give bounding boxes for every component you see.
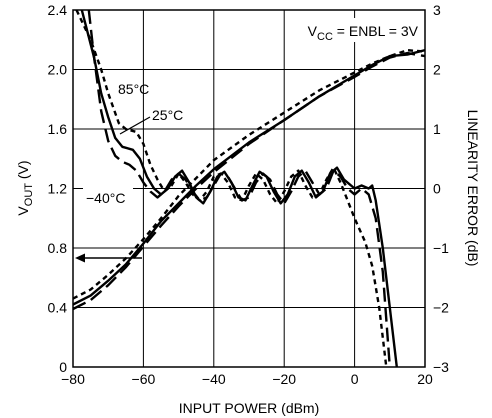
x-tick-label: 20 <box>417 371 433 387</box>
condition-text: VCC = ENBL = 3V <box>308 23 419 43</box>
y-axis-label-sub: OUT <box>23 183 35 207</box>
arrow-head-icon <box>75 253 85 263</box>
x-tick-label: −40 <box>202 371 226 387</box>
y2-tick-label: 1 <box>433 121 441 137</box>
condition-part: CC <box>317 31 333 43</box>
annotation-25c: 25°C <box>119 104 194 135</box>
condition-label: VCC = ENBL = 3V <box>290 18 420 43</box>
y-tick-label: 0.8 <box>48 240 68 256</box>
series-line-error <box>80 10 398 367</box>
annotation-25c-label: 25°C <box>152 107 183 123</box>
y-tick-label: 0 <box>59 359 67 375</box>
y-tick-label: 1.6 <box>48 121 68 137</box>
y-axis-label: VOUT (V) <box>15 160 35 215</box>
y-tick-label: 1.2 <box>48 181 68 197</box>
condition-part: = ENBL = 3V <box>333 23 419 39</box>
x-tick-label: −60 <box>132 371 156 387</box>
y2-axis-label: LINEARITY ERROR (dB) <box>465 110 481 267</box>
plot-frame <box>72 9 426 368</box>
tick-labels: −80 −60 −40 −20 0 2000.40.81.21.62.02.4−3−2−1… <box>48 2 450 387</box>
y2-tick-label: 3 <box>433 2 441 18</box>
x-axis-label: INPUT POWER (dBm) <box>179 400 320 416</box>
y-axis-label-unit: (V) <box>15 160 31 183</box>
series-group <box>73 10 425 367</box>
y2-tick-label: −1 <box>433 240 449 256</box>
y2-tick-label: 0 <box>433 181 441 197</box>
x-tick-label: −20 <box>272 371 296 387</box>
series-line-error <box>87 10 391 367</box>
left-axis-arrow <box>75 253 142 263</box>
annotation-85c-label: 85°C <box>118 81 149 97</box>
annotation-85c: 85°C <box>118 81 149 97</box>
condition-part: V <box>308 23 318 39</box>
x-tick-label: −80 <box>61 371 85 387</box>
y-tick-label: 2.4 <box>48 2 68 18</box>
y2-tick-label: 2 <box>433 62 441 78</box>
annotation-25c-leader <box>119 116 151 135</box>
curves <box>73 10 425 367</box>
y-tick-label: 0.4 <box>48 300 68 316</box>
y-axis-label-main: V <box>15 206 31 216</box>
x-tick-label: 0 <box>351 371 359 387</box>
y2-tick-label: −3 <box>433 359 449 375</box>
y-tick-label: 2.0 <box>48 62 68 78</box>
annotation-minus40c: −40°C <box>83 188 133 206</box>
annotation-minus40c-label: −40°C <box>86 190 125 206</box>
y2-tick-label: −2 <box>433 300 449 316</box>
series-line-vout <box>73 49 425 306</box>
